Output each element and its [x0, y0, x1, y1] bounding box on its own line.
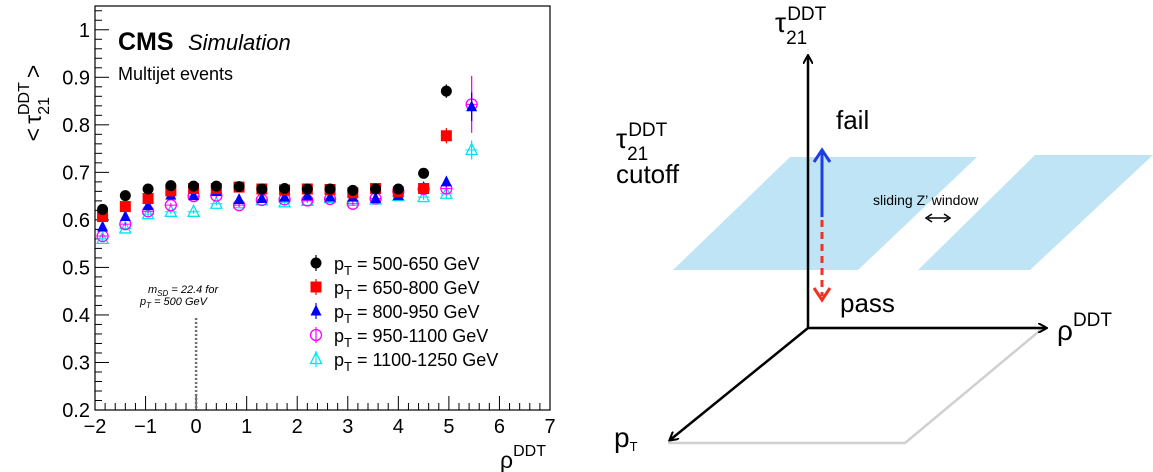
- y-tick-label: 0.8: [62, 115, 90, 137]
- fail-label: fail: [836, 105, 869, 135]
- x-tick-label: 0: [191, 416, 202, 438]
- ddt-diagram: τ21DDT τ21DDT cutoff fail pass sliding Z…: [614, 4, 1153, 454]
- x-tick-label: 7: [544, 416, 555, 438]
- legend-label: pT = 500-650 GeV: [334, 254, 480, 278]
- pass-label: pass: [840, 288, 895, 318]
- x-tick-label: 3: [342, 416, 353, 438]
- legend-label: pT = 650-800 GeV: [334, 278, 480, 302]
- annotation-line-2: pT = 500 GeV: [139, 296, 209, 310]
- data-point: [465, 142, 479, 156]
- diagram-pt-axis-label: pT: [614, 422, 638, 454]
- cms-label: CMS: [118, 28, 174, 56]
- legend-label: pT = 950-1100 GeV: [334, 326, 488, 350]
- data-point: [279, 190, 291, 202]
- annotation-line-1: mSD = 22.4 for: [148, 284, 219, 298]
- y-tick-label: 0.3: [62, 352, 90, 374]
- data-series: [96, 75, 479, 245]
- diagram-rho-axis-label: ρDDT: [1057, 310, 1112, 346]
- data-point: [97, 203, 109, 215]
- data-point: [301, 183, 313, 195]
- data-point: [209, 195, 223, 209]
- diagram-tau21-axis-label: τ21DDT: [775, 4, 827, 49]
- data-point: [324, 190, 336, 202]
- x-tick-label: 4: [393, 416, 404, 438]
- data-point: [324, 183, 336, 195]
- data-point: [418, 167, 430, 179]
- fail-arrowhead: [812, 147, 832, 163]
- legend-label: pT = 800-950 GeV: [334, 302, 480, 326]
- legend-label: pT = 1100-1250 GeV: [334, 350, 498, 374]
- data-point: [119, 201, 131, 213]
- data-point: [279, 183, 291, 195]
- data-point: [187, 203, 201, 217]
- x-tick-label: 6: [494, 416, 505, 438]
- pt-axis-arrow: [670, 327, 809, 440]
- x-tick-label: 2: [292, 416, 303, 438]
- data-point: [210, 180, 222, 192]
- cutoff-plane-left: [673, 157, 977, 270]
- x-axis-label: ρDDT: [500, 443, 546, 472]
- data-point: [96, 230, 110, 245]
- data-point: [97, 220, 109, 232]
- cutoff-plane-right: [918, 155, 1153, 270]
- series-4: [96, 75, 478, 243]
- data-point: [392, 183, 404, 195]
- data-point: [188, 180, 200, 192]
- sliding-window-arrowhead-right: [943, 213, 952, 223]
- data-point: [164, 203, 178, 217]
- cutoff-tau-label: τ21DDT: [616, 120, 668, 165]
- data-point: [119, 210, 131, 222]
- pass-arrowhead: [812, 287, 832, 303]
- data-point: [165, 180, 177, 192]
- data-point: [418, 183, 430, 195]
- data-point: [417, 189, 431, 203]
- cutoff-word: cutoff: [616, 159, 680, 189]
- data-point: [440, 175, 452, 187]
- y-tick-label: 0.6: [62, 210, 90, 232]
- cms-sublabel: Simulation: [188, 30, 291, 55]
- data-point: [119, 190, 131, 202]
- y-tick-label: 1: [79, 20, 90, 42]
- data-point: [440, 85, 452, 97]
- y-tick-label: 0.5: [62, 257, 90, 279]
- data-point: [142, 192, 154, 204]
- tau21-profile-plot: 0.2 0.3 0.4 0.5 0.6 0.7 0.8 0.9 1 −2 −1 0 1 2 3 4 5 6 7 C…: [16, 5, 556, 472]
- data-point: [142, 183, 154, 195]
- y-tick-label: 0.9: [62, 67, 90, 89]
- y-tick-label: 0.2: [62, 400, 90, 422]
- data-point: [233, 192, 245, 204]
- data-point: [370, 183, 382, 195]
- data-point: [256, 191, 268, 203]
- plot-subtitle: Multijet events: [118, 64, 233, 84]
- sliding-window-label: sliding Z’ window: [873, 192, 979, 208]
- x-tick-label: 5: [443, 416, 454, 438]
- data-point: [141, 206, 155, 220]
- data-point: [301, 189, 313, 201]
- data-point: [347, 184, 359, 196]
- sliding-window-arrowhead-left: [924, 213, 933, 223]
- data-point: [256, 183, 268, 195]
- floor-plane-outline: [668, 326, 1047, 445]
- data-point: [97, 211, 109, 223]
- x-tick-label: −2: [84, 416, 107, 438]
- data-point: [466, 100, 478, 112]
- y-axis-label: <τ21DDT>: [16, 65, 53, 142]
- data-point: [118, 220, 132, 234]
- y-tick-label: 0.4: [62, 305, 90, 327]
- plot-frame: [94, 5, 551, 411]
- data-point: [233, 181, 245, 193]
- series-1: [97, 84, 452, 215]
- y-tick-label: 0.7: [62, 162, 90, 184]
- x-tick-label: 1: [241, 416, 252, 438]
- x-tick-label: −1: [134, 416, 157, 438]
- data-point: [440, 130, 452, 142]
- data-point: [142, 199, 154, 211]
- x-axis-ticks: −2 −1 0 1 2 3 4 5 6 7: [84, 396, 556, 438]
- data-point: [370, 191, 382, 203]
- data-point: [188, 189, 200, 201]
